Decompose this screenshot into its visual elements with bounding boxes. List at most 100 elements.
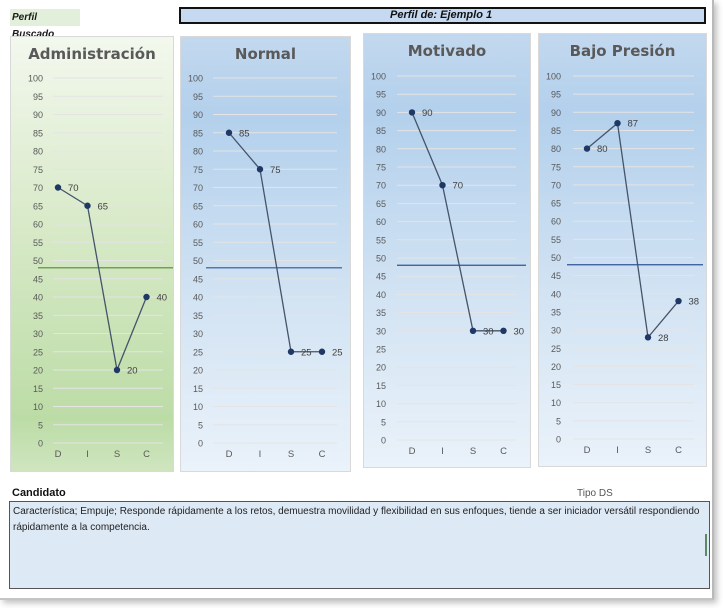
data-label: 65 bbox=[98, 201, 109, 212]
data-point[interactable] bbox=[644, 334, 652, 341]
y-tick-label: 30 bbox=[33, 329, 43, 339]
y-tick-label: 20 bbox=[193, 366, 203, 376]
data-label: 75 bbox=[270, 165, 281, 176]
chart-plot: 0 5 10 15 20 25 30 35 40 45 50 55 60 65 70 75 80 85 90 95 10… bbox=[546, 72, 703, 456]
candidato-label: Candidato bbox=[12, 487, 66, 499]
y-tick-label: 100 bbox=[188, 74, 203, 84]
x-tick-label: D bbox=[55, 449, 62, 460]
y-tick-label: 60 bbox=[193, 220, 203, 230]
y-tick-label: 80 bbox=[193, 147, 203, 157]
y-tick-label: 85 bbox=[193, 128, 203, 138]
y-tick-label: 70 bbox=[193, 183, 203, 193]
data-label: 70 bbox=[68, 183, 79, 194]
y-tick-label: 25 bbox=[33, 347, 43, 357]
y-tick-label: 95 bbox=[33, 92, 43, 102]
x-tick-label: D bbox=[226, 449, 233, 460]
y-tick-label: 90 bbox=[33, 110, 43, 120]
data-label: 30 bbox=[483, 326, 494, 337]
y-tick-label: 25 bbox=[551, 344, 561, 354]
perfil-buscado-label: Perfil Buscado bbox=[10, 9, 80, 40]
y-tick-label: 100 bbox=[371, 72, 386, 82]
data-point[interactable] bbox=[225, 129, 233, 136]
data-point[interactable] bbox=[408, 109, 416, 116]
data-label: 20 bbox=[127, 366, 138, 377]
y-tick-label: 15 bbox=[376, 381, 386, 391]
x-tick-label: S bbox=[288, 449, 294, 460]
x-tick-label: D bbox=[584, 445, 591, 456]
chart-motivado[interactable]: Motivado 0 5 10 15 20 25 30 35 40 45 50 55 60 65 70 75 8… bbox=[363, 33, 531, 468]
y-tick-label: 5 bbox=[556, 416, 561, 426]
y-tick-label: 15 bbox=[33, 384, 43, 394]
x-tick-label: S bbox=[470, 446, 476, 457]
x-tick-label: I bbox=[616, 445, 619, 456]
data-label: 80 bbox=[597, 144, 608, 155]
y-tick-label: 75 bbox=[551, 162, 561, 172]
y-tick-label: 0 bbox=[556, 435, 561, 445]
y-tick-label: 40 bbox=[551, 289, 561, 299]
chart-plot: 0 5 10 15 20 25 30 35 40 45 50 55 60 65 70 75 80 85 90 95 10… bbox=[28, 74, 173, 460]
tipo-label: Tipo DS bbox=[577, 488, 613, 499]
chart-administracion[interactable]: Administración 0 5 10 15 20 25 30 35 40 45 50 55 60 6… bbox=[10, 36, 174, 472]
y-tick-label: 55 bbox=[551, 235, 561, 245]
y-tick-label: 70 bbox=[376, 181, 386, 191]
data-point[interactable] bbox=[256, 166, 264, 173]
candidato-description[interactable]: Característica; Empuje; Responde rápidam… bbox=[9, 501, 710, 589]
y-tick-label: 55 bbox=[33, 238, 43, 248]
y-tick-label: 60 bbox=[376, 217, 386, 227]
y-tick-label: 65 bbox=[193, 201, 203, 211]
chart-title: Bajo Presión bbox=[569, 42, 676, 60]
cell-marker bbox=[705, 534, 707, 556]
data-point[interactable] bbox=[469, 327, 477, 334]
y-tick-label: 75 bbox=[33, 165, 43, 175]
data-point[interactable] bbox=[54, 184, 62, 191]
x-tick-label: C bbox=[143, 449, 150, 460]
chart-plot: 0 5 10 15 20 25 30 35 40 45 50 55 60 65 70 75 80 85 90 95 10… bbox=[371, 72, 526, 457]
data-point[interactable] bbox=[113, 366, 121, 374]
data-point[interactable] bbox=[143, 293, 150, 301]
y-tick-label: 35 bbox=[376, 308, 386, 318]
y-tick-label: 95 bbox=[376, 90, 386, 100]
y-tick-label: 50 bbox=[33, 256, 43, 266]
y-tick-label: 90 bbox=[376, 108, 386, 118]
chart-bajo-presion[interactable]: Bajo Presión 0 5 10 15 20 25 30 35 40 45 50 55 60 65 7… bbox=[538, 33, 707, 467]
y-tick-label: 20 bbox=[33, 366, 43, 376]
y-tick-label: 35 bbox=[551, 307, 561, 317]
y-tick-label: 45 bbox=[376, 272, 386, 282]
series-line bbox=[411, 112, 504, 332]
x-tick-label: C bbox=[500, 446, 507, 457]
chart-title: Normal bbox=[234, 45, 297, 63]
y-tick-label: 5 bbox=[38, 420, 43, 430]
data-point[interactable] bbox=[614, 119, 621, 127]
y-tick-label: 35 bbox=[33, 311, 43, 321]
data-point[interactable] bbox=[318, 348, 326, 355]
y-tick-label: 50 bbox=[376, 254, 386, 264]
y-tick-label: 70 bbox=[33, 183, 43, 193]
data-point[interactable] bbox=[583, 145, 591, 152]
data-label: 90 bbox=[422, 108, 433, 119]
y-tick-label: 25 bbox=[193, 347, 203, 357]
y-tick-label: 10 bbox=[376, 399, 386, 409]
y-tick-label: 95 bbox=[551, 90, 561, 100]
data-label: 87 bbox=[628, 119, 639, 130]
data-point[interactable] bbox=[675, 297, 682, 305]
data-label: 85 bbox=[239, 128, 250, 139]
description-text: Característica; Empuje; Responde rápidam… bbox=[13, 506, 700, 533]
chart-normal[interactable]: Normal 0 5 10 15 20 25 30 35 40 45 50 55 60 65 70 75 80 8… bbox=[180, 36, 351, 472]
data-point[interactable] bbox=[439, 182, 446, 189]
data-point[interactable] bbox=[287, 348, 295, 355]
data-point[interactable] bbox=[84, 202, 91, 209]
y-tick-label: 75 bbox=[193, 165, 203, 175]
y-tick-label: 10 bbox=[193, 402, 203, 412]
series-line bbox=[228, 132, 322, 353]
y-tick-label: 60 bbox=[551, 217, 561, 227]
data-label: 40 bbox=[157, 293, 168, 304]
y-tick-label: 30 bbox=[376, 326, 386, 336]
data-point[interactable] bbox=[500, 327, 507, 334]
y-tick-label: 90 bbox=[551, 108, 561, 118]
y-tick-label: 85 bbox=[376, 126, 386, 136]
x-tick-label: I bbox=[86, 449, 89, 460]
y-tick-label: 10 bbox=[551, 398, 561, 408]
y-tick-label: 55 bbox=[193, 238, 203, 248]
y-tick-label: 85 bbox=[33, 128, 43, 138]
x-tick-label: S bbox=[114, 449, 120, 460]
